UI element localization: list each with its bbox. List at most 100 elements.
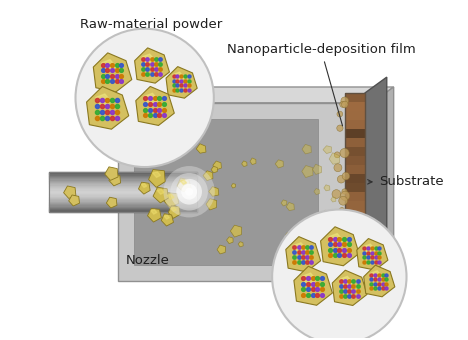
Polygon shape bbox=[161, 214, 174, 226]
Text: Nozzle: Nozzle bbox=[126, 254, 169, 267]
Polygon shape bbox=[321, 227, 359, 266]
Polygon shape bbox=[320, 210, 332, 221]
Polygon shape bbox=[106, 197, 117, 208]
Polygon shape bbox=[329, 234, 344, 245]
Polygon shape bbox=[167, 194, 174, 199]
Bar bbox=[345, 102, 365, 112]
Circle shape bbox=[342, 101, 348, 108]
Circle shape bbox=[185, 188, 193, 196]
Polygon shape bbox=[164, 193, 179, 208]
Text: Nanoparticle-deposition film: Nanoparticle-deposition film bbox=[227, 44, 416, 126]
Polygon shape bbox=[372, 87, 394, 280]
Circle shape bbox=[337, 111, 343, 117]
Circle shape bbox=[340, 191, 350, 201]
Bar bbox=[345, 264, 365, 273]
Circle shape bbox=[163, 166, 215, 217]
Polygon shape bbox=[49, 188, 197, 189]
Polygon shape bbox=[118, 87, 394, 103]
Polygon shape bbox=[329, 234, 336, 241]
Circle shape bbox=[341, 97, 349, 105]
Polygon shape bbox=[227, 237, 233, 244]
Polygon shape bbox=[49, 207, 197, 208]
Bar bbox=[345, 147, 365, 156]
Polygon shape bbox=[302, 144, 311, 154]
Polygon shape bbox=[206, 199, 217, 210]
Circle shape bbox=[332, 190, 341, 199]
Polygon shape bbox=[49, 205, 197, 207]
Bar bbox=[345, 273, 365, 282]
Polygon shape bbox=[141, 184, 147, 187]
Polygon shape bbox=[302, 273, 317, 285]
Polygon shape bbox=[180, 180, 187, 184]
Polygon shape bbox=[49, 190, 197, 192]
Polygon shape bbox=[105, 167, 118, 181]
Polygon shape bbox=[49, 192, 197, 193]
Polygon shape bbox=[331, 197, 336, 202]
Polygon shape bbox=[324, 185, 330, 191]
Bar bbox=[345, 245, 365, 255]
Polygon shape bbox=[302, 166, 313, 177]
Polygon shape bbox=[238, 242, 243, 247]
Polygon shape bbox=[203, 171, 213, 181]
Circle shape bbox=[336, 271, 345, 281]
Polygon shape bbox=[250, 158, 256, 165]
Bar bbox=[345, 93, 365, 291]
Text: Raw-material powder: Raw-material powder bbox=[80, 18, 223, 31]
Circle shape bbox=[335, 250, 340, 255]
Polygon shape bbox=[326, 226, 331, 232]
Polygon shape bbox=[49, 178, 197, 180]
Polygon shape bbox=[153, 187, 168, 203]
Bar bbox=[345, 111, 365, 120]
Polygon shape bbox=[109, 174, 121, 186]
Polygon shape bbox=[144, 93, 159, 105]
Circle shape bbox=[333, 259, 341, 268]
Polygon shape bbox=[87, 86, 129, 129]
Polygon shape bbox=[364, 244, 375, 253]
Polygon shape bbox=[96, 94, 112, 106]
Polygon shape bbox=[323, 146, 331, 154]
Polygon shape bbox=[149, 170, 165, 187]
Bar bbox=[345, 138, 365, 147]
Polygon shape bbox=[357, 239, 388, 270]
Bar bbox=[345, 192, 365, 201]
Circle shape bbox=[339, 197, 348, 205]
Polygon shape bbox=[135, 48, 169, 83]
Polygon shape bbox=[166, 67, 197, 98]
Circle shape bbox=[340, 231, 346, 237]
Circle shape bbox=[337, 125, 343, 131]
Polygon shape bbox=[118, 103, 372, 280]
Polygon shape bbox=[49, 182, 197, 183]
Polygon shape bbox=[314, 188, 320, 194]
Polygon shape bbox=[69, 195, 80, 206]
Polygon shape bbox=[102, 60, 116, 71]
Bar bbox=[345, 255, 365, 264]
Bar bbox=[345, 183, 365, 192]
Bar bbox=[345, 228, 365, 237]
Polygon shape bbox=[294, 266, 332, 305]
Bar bbox=[345, 237, 365, 246]
Polygon shape bbox=[49, 203, 197, 204]
Circle shape bbox=[170, 173, 208, 210]
Polygon shape bbox=[49, 194, 197, 196]
Polygon shape bbox=[241, 161, 247, 167]
Polygon shape bbox=[213, 161, 221, 170]
Polygon shape bbox=[49, 184, 197, 186]
Bar bbox=[49, 172, 197, 211]
Polygon shape bbox=[49, 174, 197, 176]
Bar bbox=[345, 201, 365, 210]
Polygon shape bbox=[49, 176, 197, 177]
Polygon shape bbox=[49, 209, 197, 210]
Polygon shape bbox=[275, 160, 283, 168]
Circle shape bbox=[343, 229, 350, 236]
Bar bbox=[345, 165, 365, 174]
Polygon shape bbox=[168, 206, 180, 218]
Circle shape bbox=[339, 251, 344, 256]
Polygon shape bbox=[49, 200, 197, 202]
Circle shape bbox=[334, 164, 342, 172]
Polygon shape bbox=[49, 183, 197, 184]
Polygon shape bbox=[371, 271, 382, 280]
Bar bbox=[345, 120, 365, 129]
Circle shape bbox=[339, 265, 346, 272]
Polygon shape bbox=[157, 189, 164, 194]
Polygon shape bbox=[49, 202, 197, 203]
